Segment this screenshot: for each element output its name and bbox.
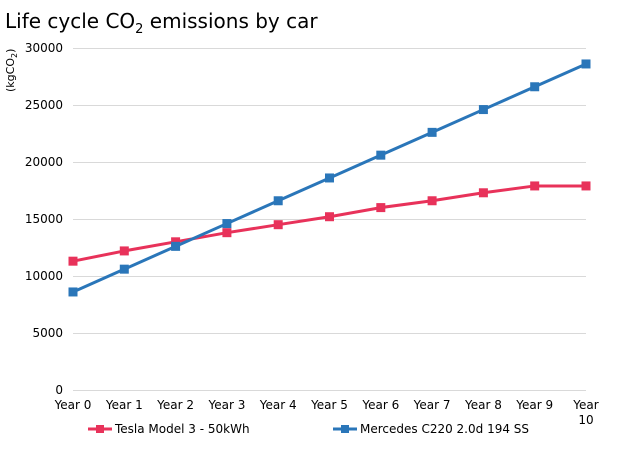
y-tick-label-15000: 15000 bbox=[25, 212, 63, 226]
data-point-series-0-8 bbox=[478, 188, 488, 198]
x-tick-label: Year 6 bbox=[361, 398, 399, 412]
legend-swatch-marker bbox=[341, 425, 349, 433]
x-tick-label: Year 0 bbox=[54, 398, 92, 412]
data-point-series-0-2 bbox=[171, 237, 181, 247]
y-tick-label-20000: 20000 bbox=[25, 155, 63, 169]
x-tick-label: Year 5 bbox=[310, 398, 348, 412]
chart-title: Life cycle CO2 emissions by car bbox=[5, 9, 318, 37]
data-point-series-0-6 bbox=[376, 203, 386, 213]
data-point-series-0-10 bbox=[581, 181, 591, 191]
y-tick-label-25000: 25000 bbox=[25, 98, 63, 112]
x-tick-label: Year 3 bbox=[207, 398, 245, 412]
data-point-series-0-1 bbox=[119, 246, 129, 256]
data-point-series-1-9 bbox=[530, 82, 540, 92]
chart-title-subscript: 2 bbox=[135, 22, 144, 37]
data-point-series-0-9 bbox=[530, 181, 540, 191]
series-line-0 bbox=[72, 184, 586, 263]
y-tick-label-5000: 5000 bbox=[32, 326, 63, 340]
data-point-series-1-6 bbox=[376, 150, 386, 160]
x-tick-label: Year 4 bbox=[259, 398, 297, 412]
chart-title-prefix: Life cycle CO bbox=[5, 9, 136, 33]
legend-swatch-marker bbox=[96, 425, 104, 433]
data-point-series-1-1 bbox=[119, 264, 129, 274]
x-tick-label: Year 1 bbox=[105, 398, 143, 412]
legend-label: Tesla Model 3 - 50kWh bbox=[114, 422, 250, 436]
data-point-series-0-3 bbox=[222, 228, 232, 238]
data-point-series-0-5 bbox=[325, 212, 334, 222]
data-point-series-1-4 bbox=[273, 196, 283, 206]
y-tick-label-0: 0 bbox=[55, 383, 63, 397]
data-point-series-1-2 bbox=[171, 241, 181, 251]
x-tick-label: Year 10 bbox=[572, 398, 598, 427]
y-tick-label-10000: 10000 bbox=[25, 269, 63, 283]
data-point-series-0-7 bbox=[427, 196, 437, 206]
y-tick-label-30000: 30000 bbox=[25, 41, 63, 55]
data-point-series-0-4 bbox=[273, 220, 283, 230]
x-tick-label: Year 9 bbox=[515, 398, 553, 412]
legend-label: Mercedes C220 2.0d 194 SS bbox=[360, 422, 529, 436]
data-point-series-1-5 bbox=[325, 173, 334, 183]
data-point-series-1-7 bbox=[427, 127, 437, 137]
x-tick-label: Year 7 bbox=[413, 398, 451, 412]
x-tick-label: Year 8 bbox=[464, 398, 502, 412]
data-point-series-1-10 bbox=[581, 59, 591, 69]
chart-title-suffix: emissions by car bbox=[143, 9, 318, 33]
data-point-series-1-0 bbox=[68, 287, 78, 297]
data-point-series-1-8 bbox=[478, 105, 488, 115]
x-tick-label: Year 2 bbox=[156, 398, 194, 412]
data-point-series-0-0 bbox=[68, 256, 78, 266]
data-point-series-1-3 bbox=[222, 219, 232, 229]
